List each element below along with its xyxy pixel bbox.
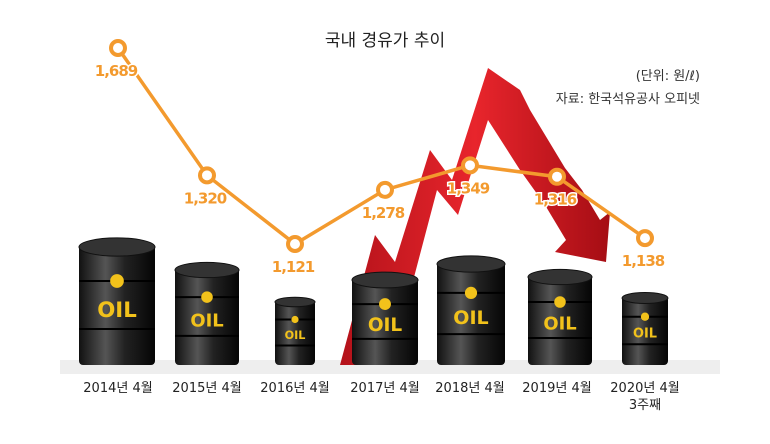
barrel-lid — [527, 268, 593, 286]
value-label: 1,320 — [184, 189, 227, 207]
point-marker — [461, 156, 479, 175]
barrel-label: OIL — [368, 315, 403, 336]
barrel-body — [352, 278, 418, 365]
barrel-label: OIL — [97, 298, 137, 323]
barrel-body — [622, 296, 668, 365]
x-tick-label: 2014년 4월 — [83, 381, 153, 396]
barrel-lid — [174, 261, 240, 279]
oil-barrel: OIL — [351, 271, 419, 365]
point-marker — [376, 180, 394, 199]
point-marker — [109, 39, 127, 57]
value-label: 1,138 — [622, 252, 665, 270]
barrel-label: OIL — [453, 307, 488, 329]
barrel-icon — [464, 286, 478, 300]
point-marker — [286, 235, 304, 253]
value-label: 1,689 — [95, 62, 138, 80]
x-tick-label: 2017년 4월 — [350, 381, 420, 396]
barrel-icon — [379, 298, 391, 311]
barrel-body — [79, 245, 155, 365]
barrel-icon — [110, 274, 124, 288]
barrel-icon — [201, 291, 213, 303]
point-marker — [198, 166, 216, 185]
barrel-body — [175, 268, 239, 365]
barrel-label: OIL — [543, 314, 576, 335]
oil-barrel: OIL — [436, 255, 506, 365]
barrel-body — [275, 300, 315, 365]
point-marker — [548, 167, 566, 186]
value-label: 1,278 — [362, 204, 405, 222]
oil-barrel: OIL — [621, 291, 669, 365]
oil-barrel: OIL — [78, 237, 156, 365]
barrel-lid — [351, 271, 419, 289]
value-label: 1,121 — [272, 258, 315, 276]
barrel-body — [437, 262, 505, 365]
x-tick-label: 2018년 4월 — [435, 381, 505, 396]
oil-barrel: OIL — [174, 261, 240, 365]
chart-title: 국내 경유가 추이 — [325, 31, 445, 51]
barrel-lid — [621, 291, 669, 305]
x-tick-label: 2015년 4월 — [172, 381, 242, 396]
x-tick-label: 2016년 4월 — [260, 381, 330, 396]
barrel-label: OIL — [285, 329, 306, 342]
barrel-lid — [436, 255, 506, 273]
point-marker — [636, 229, 654, 248]
barrel-icon — [291, 315, 299, 324]
oil-barrel: OIL — [527, 268, 593, 365]
barrel-body — [528, 275, 592, 365]
barrel-label: OIL — [190, 310, 223, 331]
source-note: 자료: 한국석유공사 오피넷 — [556, 92, 700, 107]
barrel-lid — [78, 237, 156, 257]
x-tick-label: 2019년 4월 — [522, 381, 592, 396]
barrel-lid — [274, 296, 316, 308]
oil-barrel: OIL — [274, 296, 316, 365]
barrel-label: OIL — [633, 326, 657, 341]
value-label: 1,316 — [534, 191, 577, 209]
barrel-icon — [640, 312, 650, 321]
x-tick-label: 2020년 4월 3주째 — [610, 381, 680, 413]
barrel-icon — [554, 296, 566, 308]
unit-note: (단위: 원/ℓ) — [636, 69, 700, 84]
value-label: 1,349 — [447, 179, 490, 197]
